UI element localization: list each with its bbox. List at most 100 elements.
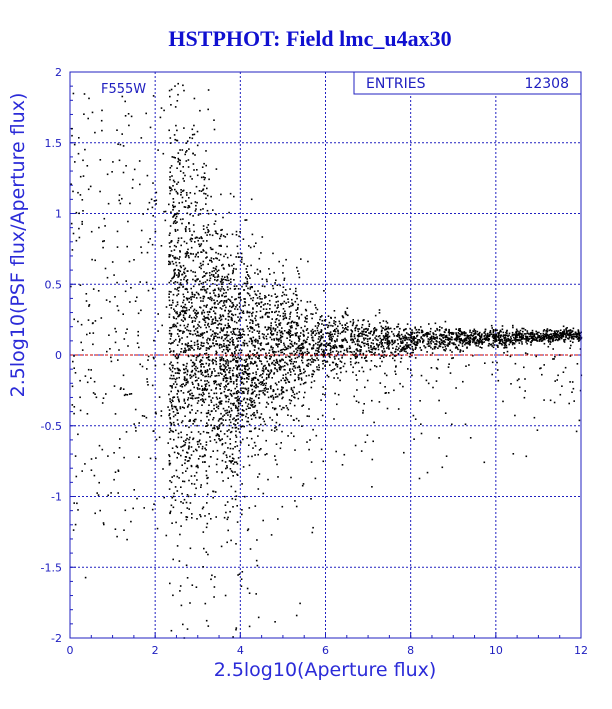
data-point: [254, 404, 257, 407]
data-point: [264, 295, 266, 297]
data-point: [220, 229, 222, 231]
data-point: [235, 360, 237, 362]
data-point: [211, 306, 213, 309]
data-point: [278, 381, 280, 383]
data-point: [232, 339, 234, 341]
data-point: [197, 278, 199, 280]
data-point: [268, 352, 270, 354]
data-point: [235, 419, 238, 421]
data-point: [487, 339, 490, 342]
data-point: [170, 350, 172, 352]
data-point: [274, 311, 276, 314]
data-point: [213, 322, 215, 324]
data-point: [327, 344, 329, 346]
data-point: [461, 339, 463, 342]
data-point: [126, 538, 128, 541]
data-point: [295, 361, 297, 363]
data-point: [273, 271, 275, 274]
data-point: [213, 299, 215, 301]
data-point: [232, 343, 234, 346]
data-point: [113, 478, 115, 481]
data-point: [248, 330, 251, 332]
data-point: [404, 344, 407, 346]
data-point: [475, 344, 477, 347]
data-point: [174, 324, 177, 327]
data-point: [545, 332, 547, 335]
data-point: [250, 414, 252, 417]
data-point: [235, 256, 237, 258]
data-point: [273, 408, 276, 411]
data-point: [198, 325, 200, 327]
data-point: [254, 505, 257, 507]
data-point: [542, 332, 545, 335]
data-point: [239, 333, 241, 336]
data-point: [255, 319, 257, 322]
data-point: [349, 361, 352, 363]
data-point: [370, 330, 373, 333]
data-point: [232, 373, 234, 375]
data-point: [87, 117, 89, 120]
data-point: [246, 280, 249, 283]
data-point: [213, 345, 216, 347]
data-point: [420, 329, 423, 332]
data-point: [103, 240, 105, 242]
data-point: [180, 305, 183, 308]
data-point: [183, 372, 185, 374]
data-point: [168, 242, 171, 244]
data-point: [428, 339, 431, 341]
data-point: [170, 241, 172, 243]
data-point: [170, 187, 172, 189]
data-point: [201, 404, 203, 406]
data-point: [518, 386, 521, 389]
data-point: [310, 330, 312, 332]
data-point: [268, 349, 271, 352]
data-point: [271, 362, 273, 365]
data-point: [576, 338, 579, 340]
data-point: [306, 338, 308, 341]
data-point: [497, 339, 500, 341]
data-point: [204, 193, 207, 195]
data-point: [173, 377, 175, 380]
data-point: [212, 450, 214, 452]
data-point: [173, 244, 176, 247]
data-point: [447, 345, 449, 347]
data-point: [199, 514, 201, 516]
data-point: [237, 574, 239, 576]
data-point: [276, 338, 278, 341]
data-point: [237, 401, 240, 404]
data-point: [224, 276, 226, 278]
data-point: [227, 350, 229, 352]
data-point: [271, 285, 274, 287]
data-point: [422, 339, 425, 341]
data-point: [102, 246, 104, 249]
data-point: [124, 115, 127, 117]
data-point: [259, 416, 262, 419]
data-point: [205, 357, 208, 359]
data-point: [202, 363, 204, 365]
data-point: [133, 489, 135, 491]
data-point: [445, 329, 447, 331]
data-point: [298, 337, 300, 340]
data-point: [195, 359, 198, 361]
data-point: [262, 384, 264, 386]
data-point: [307, 365, 309, 367]
data-point: [180, 194, 182, 196]
data-point: [565, 327, 567, 330]
data-point: [562, 335, 565, 338]
data-point: [177, 287, 179, 289]
data-point: [237, 412, 240, 415]
data-point: [572, 327, 575, 330]
data-point: [169, 192, 171, 195]
data-point: [198, 266, 201, 268]
data-point: [213, 302, 216, 305]
data-point: [550, 338, 552, 340]
data-point: [210, 345, 213, 348]
data-point: [230, 378, 232, 381]
data-point: [264, 390, 266, 392]
data-point: [169, 263, 172, 265]
data-point: [429, 333, 431, 335]
data-point: [195, 586, 198, 588]
data-point: [187, 205, 190, 207]
data-point: [218, 344, 221, 347]
data-point: [244, 387, 247, 390]
